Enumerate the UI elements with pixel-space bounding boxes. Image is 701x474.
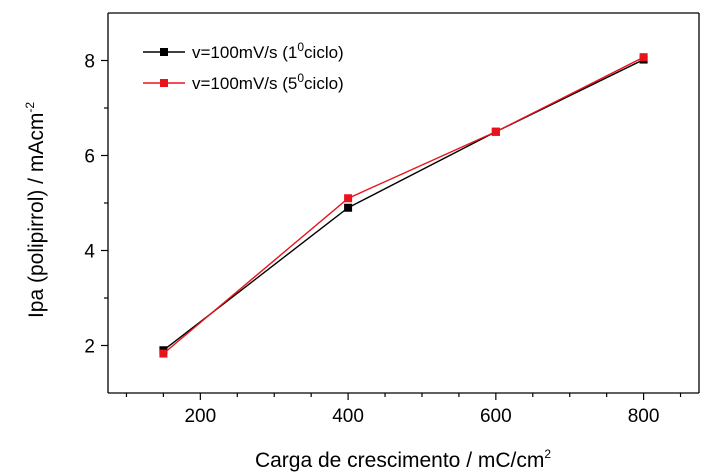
data-point [344,203,353,212]
series-layer [159,53,648,358]
data-point [344,194,353,203]
axis-titles: Carga de crescimento / mC/cm2 Ipa (polipi… [23,102,551,472]
y-tick-label: 6 [84,147,95,168]
data-point [491,127,500,136]
y-tick-label: 2 [84,337,95,358]
series-line [162,58,644,351]
legend-marker [160,79,168,87]
x-tick-label: 200 [184,406,216,427]
axes: 200 400 600 800 2 4 6 8 [84,12,700,427]
data-point [159,349,168,358]
x-tick-label: 800 [628,406,660,427]
y-axis-title: Ipa (polipirrol) / mAcm-2 [23,102,48,318]
legend-marker [160,48,168,56]
legend: v=100mV/s (10ciclo) v=100mV/s (50ciclo) [143,40,344,93]
legend-entry-1: v=100mV/s (10ciclo) [143,40,344,62]
series-1 [159,55,648,355]
legend-entry-2: v=100mV/s (50ciclo) [143,71,344,93]
y-tick-label: 8 [84,52,95,73]
series-line [162,56,644,355]
legend-label: v=100mV/s (10ciclo) [192,40,344,62]
data-point [639,53,648,62]
x-tick-label: 400 [332,406,364,427]
y-tick-label: 4 [84,242,95,263]
x-tick-label: 600 [480,406,512,427]
x-axis-title: Carga de crescimento / mC/cm2 [255,447,551,472]
legend-label: v=100mV/s (50ciclo) [192,71,344,93]
series-2 [159,53,648,358]
